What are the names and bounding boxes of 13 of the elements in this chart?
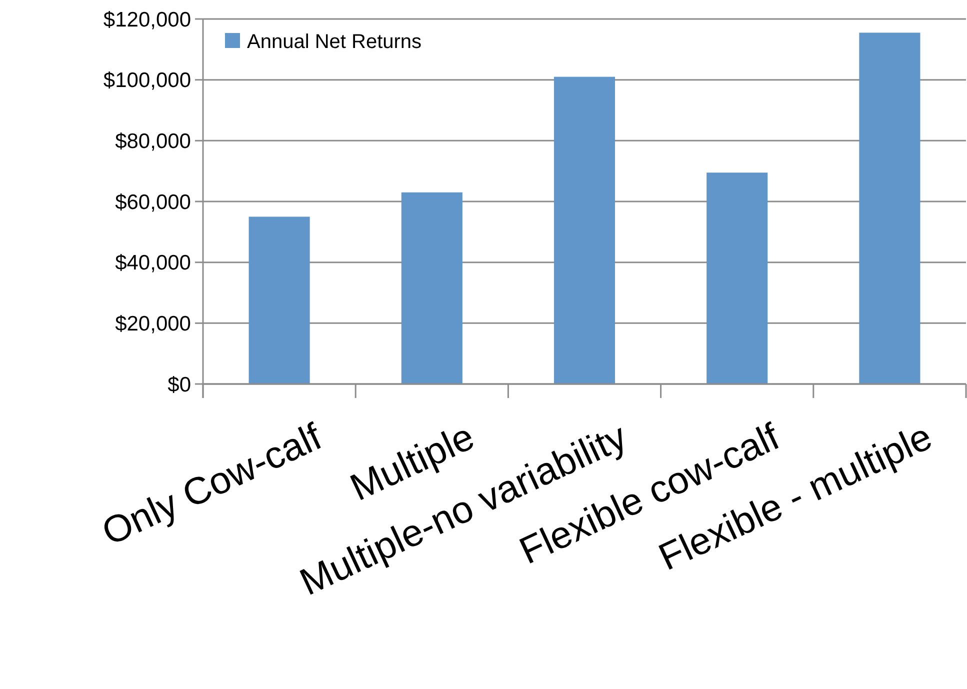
y-tick-label: $80,000 (115, 130, 191, 154)
legend-label: Annual Net Returns (247, 31, 422, 53)
bar (859, 32, 920, 384)
bar (248, 216, 310, 384)
bar (554, 76, 616, 384)
y-tick-label: $100,000 (103, 69, 191, 92)
bar (401, 192, 462, 384)
y-tick-label: $20,000 (115, 312, 191, 336)
bar (706, 172, 768, 384)
y-tick-label: $60,000 (115, 190, 191, 214)
y-tick-label: $120,000 (103, 8, 191, 32)
y-tick-label: $40,000 (115, 252, 191, 275)
y-tick-label: $0 (168, 373, 191, 396)
